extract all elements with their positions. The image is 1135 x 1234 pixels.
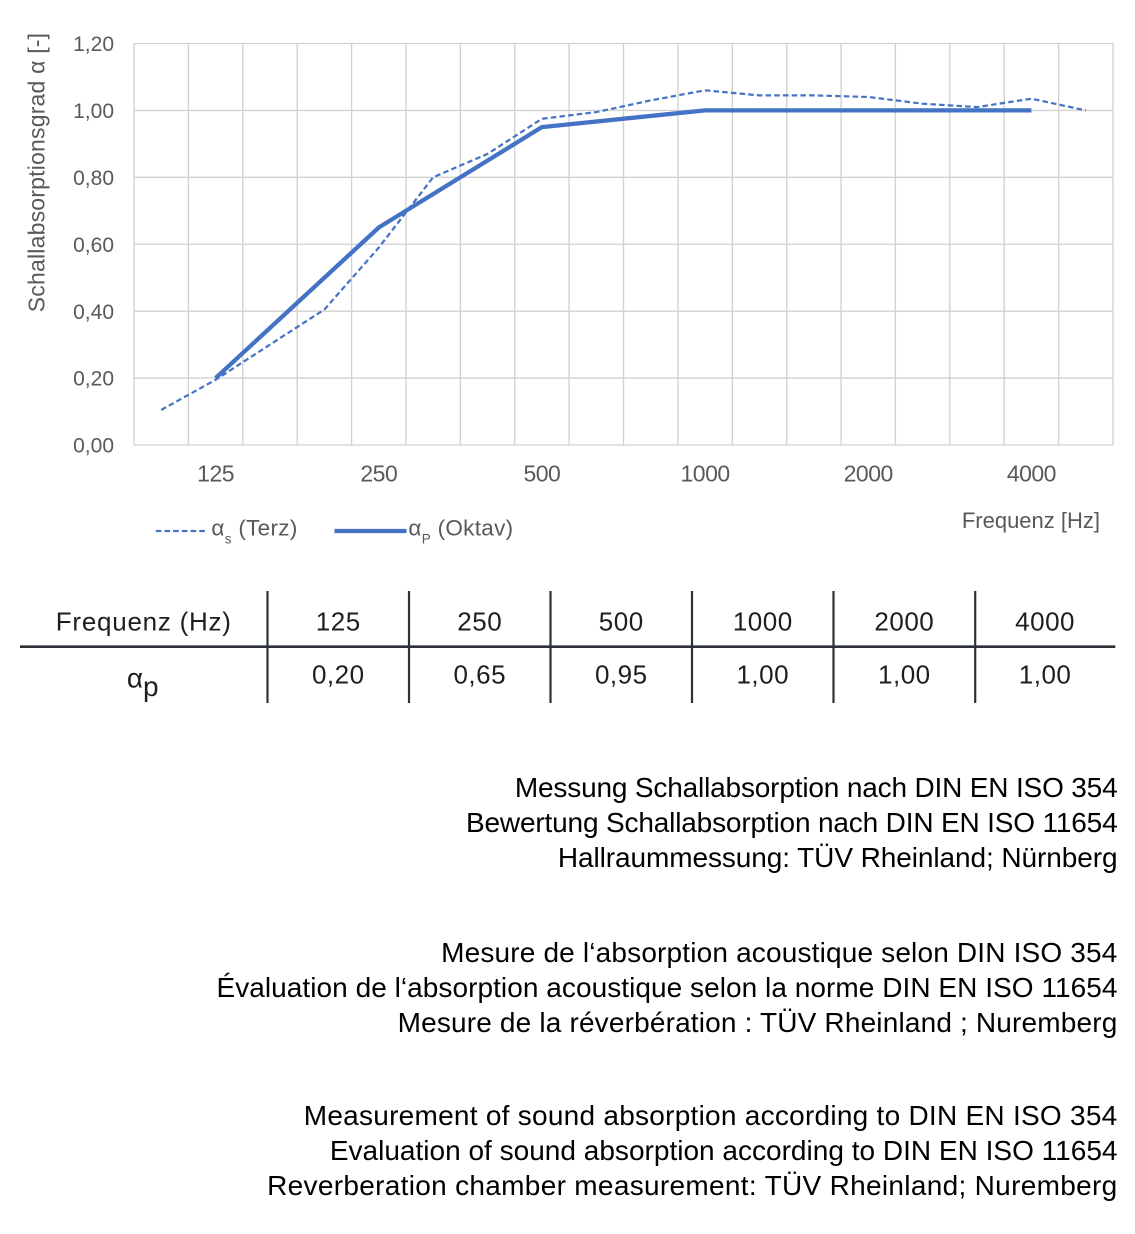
svg-text:Schallabsorptionsgrad α [-]: Schallabsorptionsgrad α [-] [23, 33, 49, 313]
svg-text:Evaluation of sound absorption: Evaluation of sound absorption according… [330, 1135, 1118, 1166]
svg-text:250: 250 [457, 607, 502, 637]
svg-text:Frequenz [Hz]: Frequenz [Hz] [962, 508, 1100, 533]
svg-text:0,95: 0,95 [595, 660, 648, 690]
svg-text:Reverberation chamber measurem: Reverberation chamber measurement: TÜV R… [267, 1170, 1117, 1201]
svg-text:Évaluation de l‘absorption aco: Évaluation de l‘absorption acoustique se… [216, 972, 1117, 1003]
svg-text:0,80: 0,80 [73, 167, 114, 190]
svg-text:2000: 2000 [844, 460, 893, 486]
svg-text:0,00: 0,00 [73, 435, 114, 458]
svg-text:1,00: 1,00 [736, 660, 789, 690]
svg-text:1,00: 1,00 [878, 660, 931, 690]
svg-text:0,20: 0,20 [73, 368, 114, 391]
svg-text:0,65: 0,65 [453, 660, 506, 690]
svg-text:4000: 4000 [1007, 460, 1056, 486]
svg-text:1000: 1000 [733, 607, 793, 637]
svg-text:1000: 1000 [681, 460, 730, 486]
svg-text:Bewertung Schallabsorption nac: Bewertung Schallabsorption nach DIN EN I… [466, 807, 1118, 838]
svg-text:Mesure de la réverbération : T: Mesure de la réverbération : TÜV Rheinla… [398, 1007, 1118, 1038]
svg-text:0,60: 0,60 [73, 234, 114, 257]
svg-text:Measurement of sound absorptio: Measurement of sound absorption accordin… [304, 1100, 1118, 1131]
svg-text:0,20: 0,20 [312, 660, 365, 690]
svg-text:4000: 4000 [1015, 607, 1075, 637]
svg-text:250: 250 [360, 460, 397, 486]
svg-text:2000: 2000 [874, 607, 934, 637]
svg-text:125: 125 [197, 460, 234, 486]
svg-text:1,00: 1,00 [1019, 660, 1072, 690]
svg-text:1,20: 1,20 [73, 33, 114, 56]
svg-text:Mesure de l‘absorption acousti: Mesure de l‘absorption acoustique selon … [441, 937, 1117, 968]
svg-text:Hallraummessung: TÜV Rheinland: Hallraummessung: TÜV Rheinland; Nürnberg [558, 842, 1118, 873]
svg-text:0,40: 0,40 [73, 301, 114, 324]
svg-text:Messung Schallabsorption nach: Messung Schallabsorption nach DIN EN ISO… [515, 772, 1118, 803]
svg-text:125: 125 [316, 607, 361, 637]
svg-text:Frequenz (Hz): Frequenz (Hz) [56, 607, 232, 637]
svg-text:500: 500 [523, 460, 560, 486]
svg-text:500: 500 [599, 607, 644, 637]
svg-text:1,00: 1,00 [73, 100, 114, 123]
